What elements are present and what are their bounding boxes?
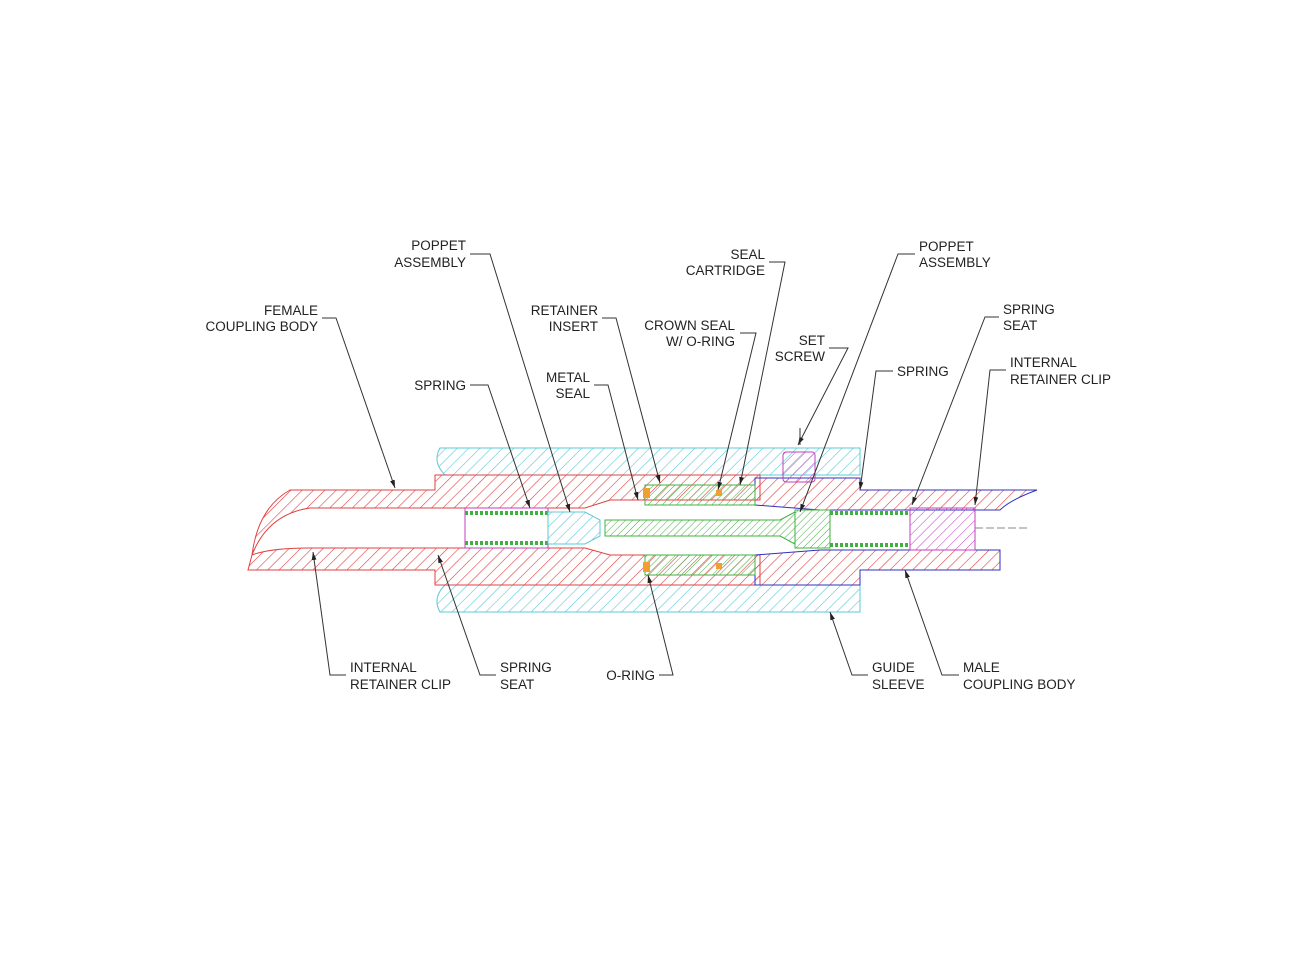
label: ASSEMBLY bbox=[919, 255, 991, 270]
label: POPPET bbox=[919, 239, 974, 254]
label: RETAINER CLIP bbox=[350, 677, 451, 692]
label: CARTRIDGE bbox=[686, 263, 765, 278]
label: SPRING bbox=[1003, 302, 1055, 317]
assembly-drawing bbox=[247, 447, 1038, 613]
label: SEAL bbox=[555, 386, 590, 401]
label: INSERT bbox=[549, 319, 598, 334]
label: SLEEVE bbox=[872, 677, 925, 692]
leaders bbox=[311, 253, 1006, 676]
label: RETAINER CLIP bbox=[1010, 372, 1111, 387]
label: SEAT bbox=[500, 677, 534, 692]
label: POPPET bbox=[411, 238, 466, 253]
label: O-RING bbox=[606, 668, 655, 683]
label: GUIDE bbox=[872, 660, 915, 675]
label: MALE bbox=[963, 660, 1000, 675]
label: FEMALE bbox=[264, 303, 318, 318]
label: INTERNAL bbox=[350, 660, 417, 675]
label: RETAINER bbox=[531, 303, 599, 318]
label: SEAT bbox=[1003, 318, 1037, 333]
label: W/ O-RING bbox=[666, 334, 735, 349]
label: ASSEMBLY bbox=[394, 255, 466, 270]
label: SPRING bbox=[897, 364, 949, 379]
labels: FEMALE COUPLING BODY POPPET ASSEMBLY RET… bbox=[205, 238, 1111, 692]
label: METAL bbox=[546, 370, 590, 385]
label: CROWN SEAL bbox=[644, 318, 735, 333]
label: SEAL bbox=[730, 247, 765, 262]
label: SET bbox=[799, 333, 825, 348]
label: COUPLING BODY bbox=[205, 319, 318, 334]
label: SPRING bbox=[414, 378, 466, 393]
label: INTERNAL bbox=[1010, 355, 1077, 370]
label: SPRING bbox=[500, 660, 552, 675]
label: SCREW bbox=[775, 349, 826, 364]
label: COUPLING BODY bbox=[963, 677, 1076, 692]
